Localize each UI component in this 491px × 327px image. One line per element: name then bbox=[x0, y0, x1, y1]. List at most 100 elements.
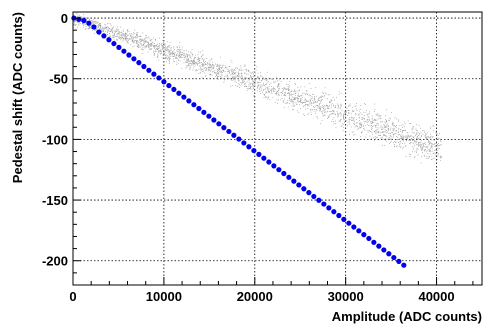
cloud-dot bbox=[99, 25, 101, 27]
cloud-dot bbox=[237, 72, 239, 74]
cloud-dot bbox=[320, 106, 322, 108]
cloud-dot bbox=[197, 63, 199, 65]
cloud-dot bbox=[413, 132, 415, 134]
cloud-dot bbox=[252, 88, 254, 90]
cloud-dot bbox=[303, 102, 305, 104]
cloud-dot bbox=[235, 67, 237, 69]
cloud-dot bbox=[375, 138, 376, 140]
cloud-dot bbox=[409, 140, 411, 141]
cloud-dot bbox=[192, 63, 194, 64]
cloud-dot bbox=[405, 146, 407, 147]
cloud-dot bbox=[427, 158, 429, 159]
cloud-dot bbox=[382, 129, 384, 130]
cloud-dot bbox=[183, 56, 185, 58]
cloud-dot bbox=[295, 91, 297, 93]
cloud-dot bbox=[112, 34, 114, 36]
cloud-dot bbox=[351, 113, 352, 115]
cloud-dot bbox=[360, 122, 362, 123]
cloud-dot bbox=[425, 134, 427, 135]
y-tick-label: -100 bbox=[42, 132, 68, 147]
cloud-dot bbox=[117, 33, 119, 34]
cloud-dot bbox=[218, 72, 219, 74]
cloud-dot bbox=[197, 59, 199, 60]
cloud-dot bbox=[267, 89, 268, 91]
cloud-dot bbox=[425, 137, 426, 139]
cloud-dot bbox=[165, 57, 167, 58]
cloud-dot bbox=[219, 67, 220, 68]
cloud-dot bbox=[216, 66, 218, 67]
cloud-dot bbox=[125, 38, 127, 40]
cloud-dot bbox=[210, 64, 212, 66]
cloud-dot bbox=[124, 33, 125, 35]
cloud-dot bbox=[307, 105, 309, 107]
cloud-dot bbox=[91, 25, 92, 27]
cloud-dot bbox=[112, 28, 114, 30]
cloud-dot bbox=[424, 142, 426, 144]
cloud-dot bbox=[434, 139, 435, 141]
cloud-dot bbox=[425, 135, 427, 136]
cloud-dot bbox=[205, 69, 207, 70]
cloud-dot bbox=[228, 78, 229, 80]
cloud-dot bbox=[304, 94, 306, 95]
data-point bbox=[96, 29, 102, 35]
cloud-dot bbox=[234, 84, 236, 86]
cloud-dot bbox=[356, 122, 358, 123]
cloud-dot bbox=[400, 129, 401, 131]
cloud-dot bbox=[303, 92, 305, 94]
cloud-dot bbox=[123, 36, 125, 38]
cloud-dot bbox=[77, 26, 78, 28]
cloud-dot bbox=[372, 134, 374, 135]
cloud-dot bbox=[428, 151, 430, 152]
cloud-dot bbox=[317, 117, 319, 119]
cloud-dot bbox=[404, 136, 406, 138]
cloud-dot bbox=[388, 125, 389, 126]
cloud-dot bbox=[248, 79, 250, 81]
cloud-dot bbox=[317, 105, 318, 106]
cloud-dot bbox=[89, 27, 91, 29]
cloud-dot bbox=[142, 40, 144, 41]
cloud-dot bbox=[134, 36, 136, 37]
cloud-dot bbox=[208, 69, 210, 70]
cloud-dot bbox=[271, 92, 273, 94]
cloud-dot bbox=[102, 27, 103, 29]
cloud-dot bbox=[181, 54, 183, 56]
cloud-dot bbox=[201, 65, 203, 67]
cloud-dot bbox=[77, 14, 79, 16]
cloud-dot bbox=[312, 100, 314, 101]
cloud-dot bbox=[360, 127, 361, 128]
cloud-dot bbox=[166, 50, 168, 51]
cloud-dot bbox=[430, 147, 432, 148]
cloud-dot bbox=[210, 64, 212, 66]
cloud-dot bbox=[170, 56, 172, 58]
cloud-dot bbox=[190, 60, 192, 61]
cloud-dot bbox=[364, 115, 365, 116]
cloud-dot bbox=[289, 91, 291, 93]
cloud-dot bbox=[104, 27, 106, 28]
cloud-dot bbox=[355, 114, 357, 116]
cloud-dot bbox=[141, 45, 143, 47]
cloud-dot bbox=[425, 146, 427, 148]
cloud-dot bbox=[282, 101, 284, 102]
cloud-dot bbox=[154, 43, 155, 44]
cloud-dot bbox=[101, 29, 103, 31]
cloud-dot bbox=[283, 94, 285, 95]
cloud-dot bbox=[270, 90, 272, 91]
cloud-dot bbox=[397, 137, 398, 138]
cloud-dot bbox=[100, 24, 102, 26]
cloud-dot bbox=[345, 115, 346, 117]
cloud-dot bbox=[252, 83, 254, 85]
cloud-dot bbox=[420, 144, 422, 146]
cloud-dot bbox=[118, 31, 120, 32]
cloud-dot bbox=[98, 25, 100, 27]
cloud-dot bbox=[405, 156, 407, 157]
cloud-dot bbox=[136, 32, 138, 34]
cloud-dot bbox=[260, 87, 262, 89]
cloud-dot bbox=[294, 98, 295, 100]
cloud-dot bbox=[346, 125, 348, 126]
cloud-dot bbox=[349, 119, 351, 121]
cloud-dot bbox=[209, 67, 210, 68]
cloud-dot bbox=[199, 72, 201, 74]
cloud-dot bbox=[89, 26, 91, 28]
cloud-dot bbox=[177, 55, 179, 57]
cloud-dot bbox=[305, 108, 306, 110]
